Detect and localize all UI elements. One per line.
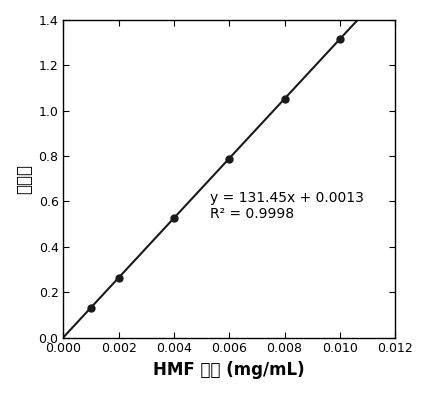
X-axis label: HMF 浓度 (mg/mL): HMF 浓度 (mg/mL) [154,361,305,379]
Y-axis label: 吸光度: 吸光度 [15,164,33,194]
Text: y = 131.45x + 0.0013
R² = 0.9998: y = 131.45x + 0.0013 R² = 0.9998 [210,191,364,221]
